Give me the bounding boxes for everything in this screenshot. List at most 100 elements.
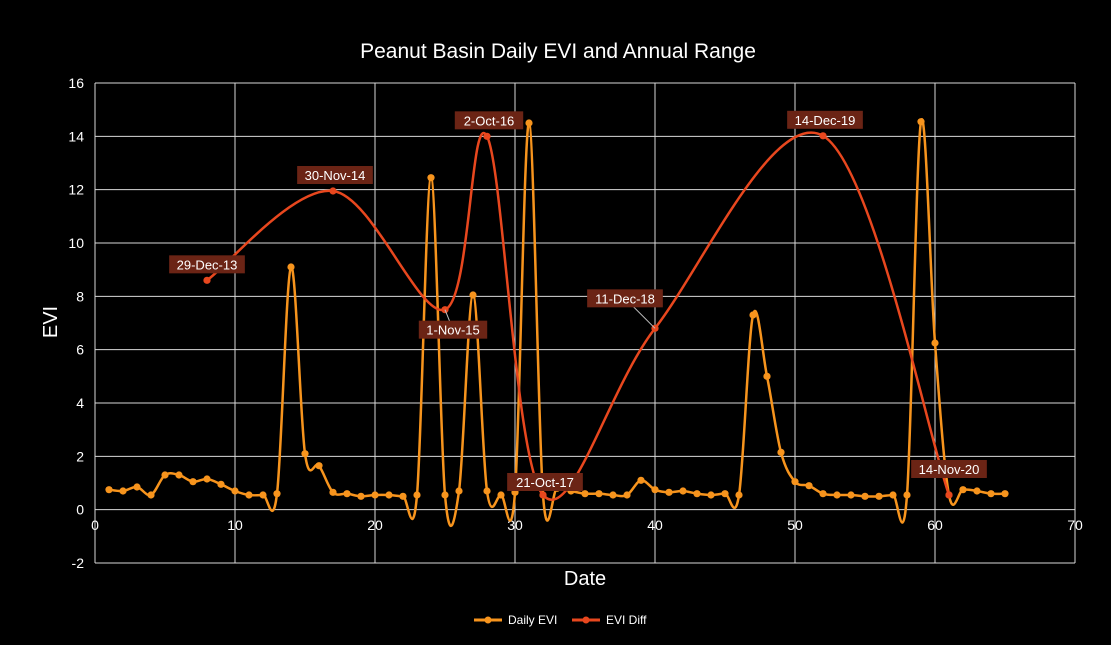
annotation-label: 21-Oct-17 <box>507 473 583 491</box>
legend-marker-evi-diff <box>582 616 590 624</box>
data-point <box>483 487 491 495</box>
data-point <box>987 490 995 498</box>
y-tick-label: -2 <box>72 555 85 571</box>
y-tick-label: 14 <box>68 128 84 144</box>
data-point <box>763 372 771 380</box>
data-point <box>819 490 827 498</box>
y-axis-title: EVI <box>40 306 62 338</box>
data-point <box>833 491 841 499</box>
annotation-text: 1-Nov-15 <box>426 323 479 338</box>
data-point <box>1001 490 1009 498</box>
data-point <box>427 174 435 182</box>
x-tick-label: 20 <box>367 517 383 533</box>
y-tick-label: 16 <box>68 75 84 91</box>
annotation-box <box>418 320 488 339</box>
data-point <box>385 491 393 499</box>
data-point <box>721 490 729 498</box>
data-point <box>175 471 183 479</box>
data-point <box>469 291 477 299</box>
data-point <box>455 487 463 495</box>
annotation-text: 2-Oct-16 <box>464 113 515 128</box>
annotation-text: 14-Nov-20 <box>919 462 980 477</box>
data-point <box>889 491 897 499</box>
data-point <box>525 119 533 127</box>
data-point <box>441 491 449 499</box>
series-lines <box>105 118 1009 527</box>
data-point <box>819 132 827 140</box>
data-point <box>119 487 127 495</box>
data-point <box>231 487 239 495</box>
x-tick-label: 10 <box>227 517 243 533</box>
data-point <box>959 486 967 494</box>
series-evi-diff <box>203 131 953 501</box>
data-point <box>357 492 365 500</box>
data-point <box>777 448 785 456</box>
y-tick-label: 8 <box>76 288 84 304</box>
data-point <box>245 491 253 499</box>
data-point <box>609 491 617 499</box>
data-point <box>301 450 309 458</box>
data-point <box>805 482 813 490</box>
data-point <box>217 480 225 488</box>
data-point <box>623 491 631 499</box>
data-point <box>581 490 589 498</box>
data-point <box>105 486 113 494</box>
legend-marker-daily-evi <box>484 616 492 624</box>
data-annotations: 29-Dec-13 30-Nov-14 1-Nov-15 2-Oct-16 21-Oct… <box>169 110 987 491</box>
data-point <box>133 483 141 491</box>
annotation-box <box>169 255 245 274</box>
data-point <box>847 491 855 499</box>
legend: Daily EVI EVI Diff <box>474 613 647 627</box>
x-tick-label: 70 <box>1067 517 1083 533</box>
data-point <box>343 490 351 498</box>
annotation-box <box>787 110 863 129</box>
data-point <box>259 491 267 499</box>
data-point <box>749 311 757 319</box>
data-point <box>861 492 869 500</box>
annotation-text: 29-Dec-13 <box>177 257 238 272</box>
data-point <box>875 492 883 500</box>
x-tick-label: 50 <box>787 517 803 533</box>
data-point <box>273 490 281 498</box>
data-point <box>539 491 547 499</box>
data-point <box>315 462 323 470</box>
data-point <box>637 476 645 484</box>
y-tick-label: 2 <box>76 448 84 464</box>
chart-title: Peanut Basin Daily EVI and Annual Range <box>360 40 756 63</box>
annotation-text: 21-Oct-17 <box>516 475 574 490</box>
annotation-label: 11-Dec-18 <box>587 289 663 329</box>
y-tick-label: 0 <box>76 502 84 518</box>
data-point <box>651 486 659 494</box>
y-tick-label: 6 <box>76 342 84 358</box>
annotation-box <box>507 473 583 491</box>
x-tick-label: 40 <box>647 517 663 533</box>
annotation-label: 30-Nov-14 <box>297 166 373 184</box>
data-point <box>329 488 337 496</box>
annotation-text: 11-Dec-18 <box>595 291 655 306</box>
annotation-label: 29-Dec-13 <box>169 255 245 274</box>
data-point <box>287 263 295 271</box>
data-point <box>497 491 505 499</box>
y-tick-label: 12 <box>68 182 84 198</box>
annotation-text: 30-Nov-14 <box>305 168 366 183</box>
data-point <box>707 491 715 499</box>
y-tick-label: 10 <box>68 235 84 251</box>
annotation-text: 14-Dec-19 <box>795 113 856 128</box>
data-point <box>399 492 407 500</box>
data-point <box>161 471 169 479</box>
x-axis-title: Date <box>564 568 606 590</box>
data-point <box>203 276 211 284</box>
legend-item-evi-diff: EVI Diff <box>572 613 647 627</box>
annotation-label: 14-Dec-19 <box>787 110 863 129</box>
data-point <box>595 490 603 498</box>
legend-item-daily-evi: Daily EVI <box>474 613 557 627</box>
data-point <box>945 491 953 499</box>
data-point <box>203 475 211 483</box>
data-point <box>483 132 491 140</box>
data-point <box>147 491 155 499</box>
annotation-box <box>297 166 373 184</box>
